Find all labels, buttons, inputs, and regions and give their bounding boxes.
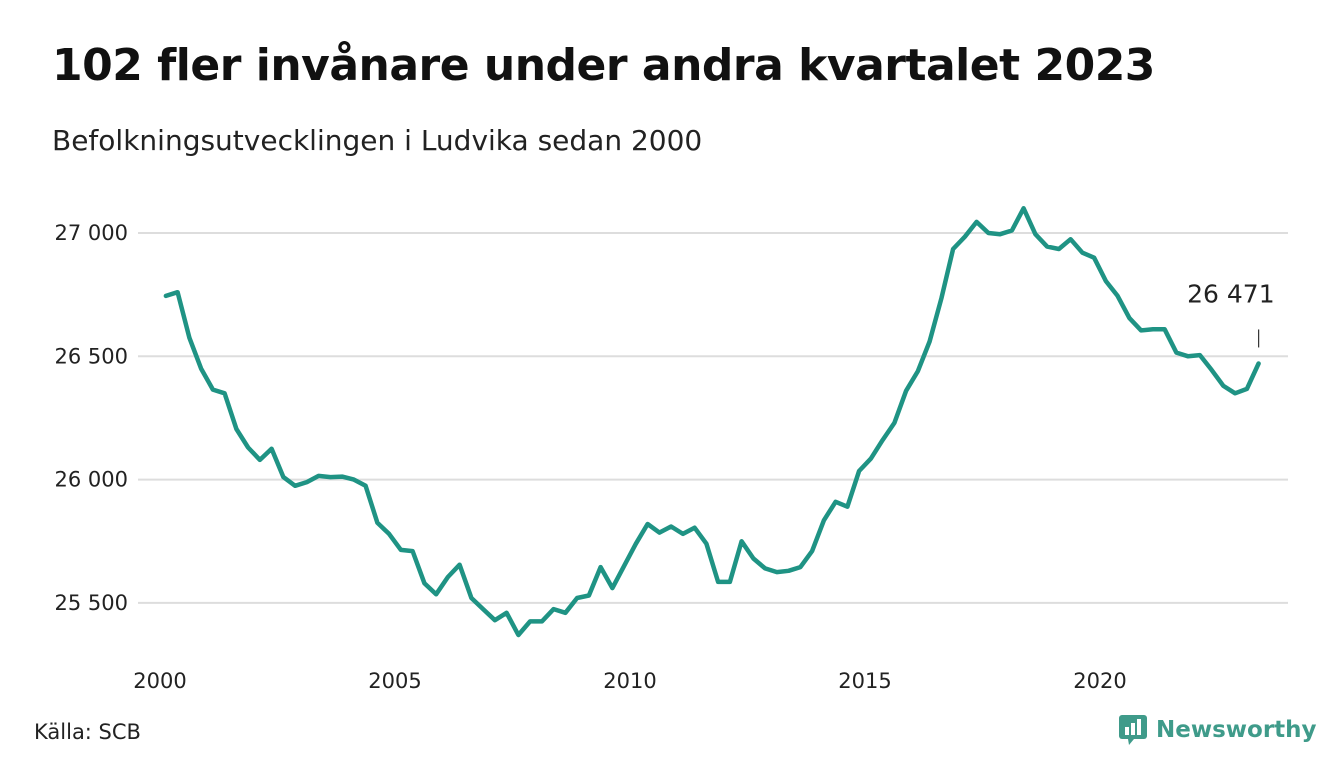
x-tick-label: 2010 [603,669,656,693]
y-axis-ticks: 25 500 26 000 26 500 27 000 [55,221,128,615]
x-tick-label: 2015 [838,669,891,693]
y-tick-label: 26 000 [55,468,128,492]
brand-logo[interactable]: Newsworthy [1118,714,1317,746]
y-tick-label: 26 500 [55,344,128,368]
x-tick-label: 2005 [368,669,421,693]
annotation-layer: 26 471 [1187,279,1275,348]
grid-lines [138,232,1288,604]
chart-title: 102 fler invånare under andra kvartalet … [52,40,1155,91]
x-tick-label: 2020 [1073,669,1126,693]
chart-subtitle: Befolkningsutvecklingen i Ludvika sedan … [52,124,703,157]
source-note: Källa: SCB [34,720,141,744]
series-layer [163,206,1261,638]
annotation-label: 26 471 [1187,279,1274,308]
newsworthy-logo-icon [1119,715,1147,745]
x-tick-label: 2000 [133,669,186,693]
series-line [163,206,1261,638]
brand-name: Newsworthy [1156,717,1317,743]
y-tick-label: 27 000 [55,221,128,245]
y-tick-label: 25 500 [55,591,128,615]
x-axis-ticks: 2000 2005 2010 2015 2020 [133,669,1126,693]
